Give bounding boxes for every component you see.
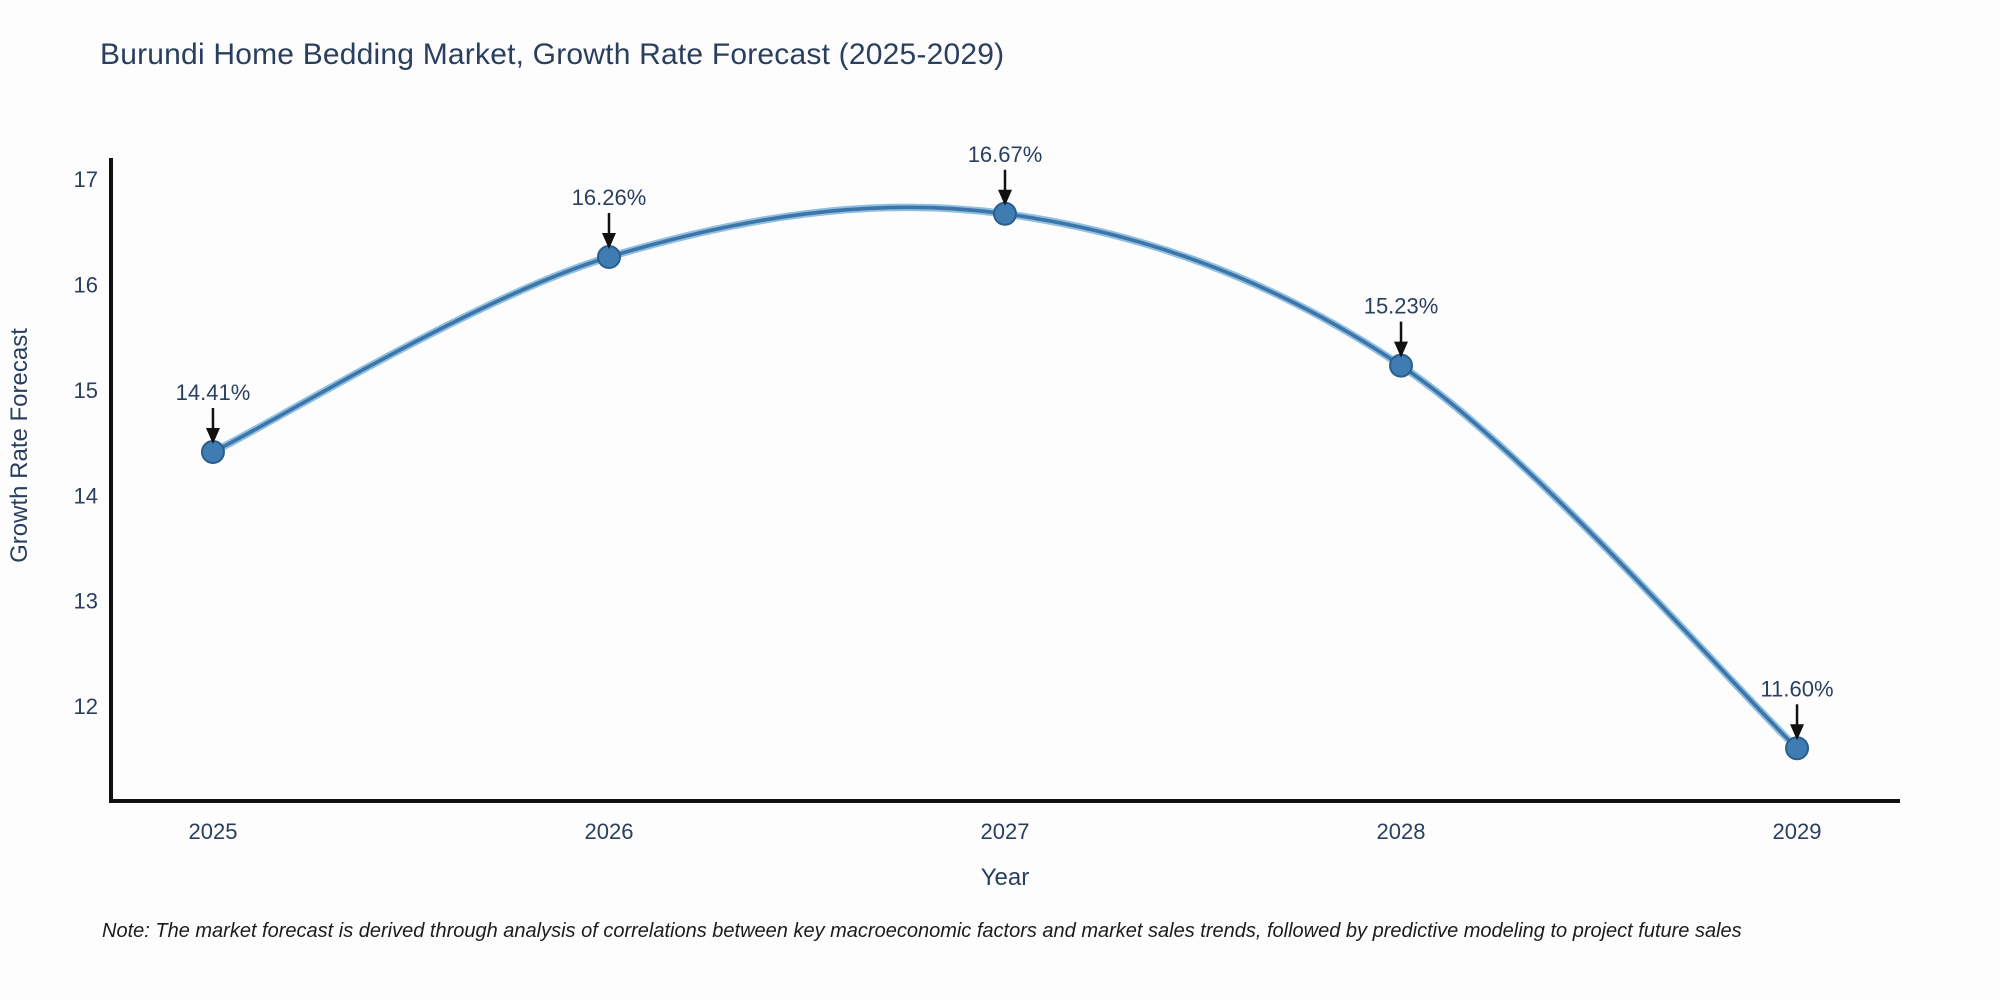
y-tick-label: 14 bbox=[74, 483, 98, 508]
footnote: Note: The market forecast is derived thr… bbox=[102, 920, 1742, 942]
data-point-label: 14.41% bbox=[176, 380, 251, 405]
annotation-arrow-head bbox=[601, 232, 616, 249]
annotation-arrow-head bbox=[205, 428, 220, 445]
data-point-marker[interactable] bbox=[1389, 353, 1414, 378]
data-point-label: 16.67% bbox=[968, 142, 1043, 167]
x-axis-title: Year bbox=[981, 864, 1030, 891]
y-tick-label: 15 bbox=[74, 378, 98, 403]
data-point-marker[interactable] bbox=[596, 244, 621, 269]
y-tick-label: 17 bbox=[74, 167, 98, 192]
data-point-marker[interactable] bbox=[993, 201, 1017, 226]
series-line-halo bbox=[209, 203, 1801, 753]
data-point-marker[interactable] bbox=[200, 440, 225, 465]
x-tick-label: 2025 bbox=[188, 819, 237, 844]
y-axis-title: Growth Rate Forecast bbox=[6, 328, 33, 563]
data-point-label: 11.60% bbox=[1761, 676, 1834, 701]
annotation-arrow-head bbox=[1790, 724, 1805, 741]
x-tick-label: 2026 bbox=[585, 819, 634, 844]
annotation-arrow-head bbox=[998, 189, 1012, 206]
x-tick-label: 2027 bbox=[981, 819, 1030, 844]
x-tick-label: 2029 bbox=[1773, 819, 1822, 844]
chart-title: Burundi Home Bedding Market, Growth Rate… bbox=[100, 38, 1005, 71]
x-tick-label: 2028 bbox=[1377, 819, 1426, 844]
y-tick-label: 16 bbox=[74, 272, 98, 297]
y-tick-label: 13 bbox=[74, 589, 98, 614]
data-point-marker[interactable] bbox=[1785, 736, 1810, 761]
series-line bbox=[211, 205, 1799, 751]
data-point-label: 15.23% bbox=[1364, 294, 1439, 319]
annotation-arrow-head bbox=[1394, 341, 1409, 358]
data-point-label: 16.26% bbox=[572, 185, 647, 210]
y-tick-label: 12 bbox=[74, 694, 98, 719]
